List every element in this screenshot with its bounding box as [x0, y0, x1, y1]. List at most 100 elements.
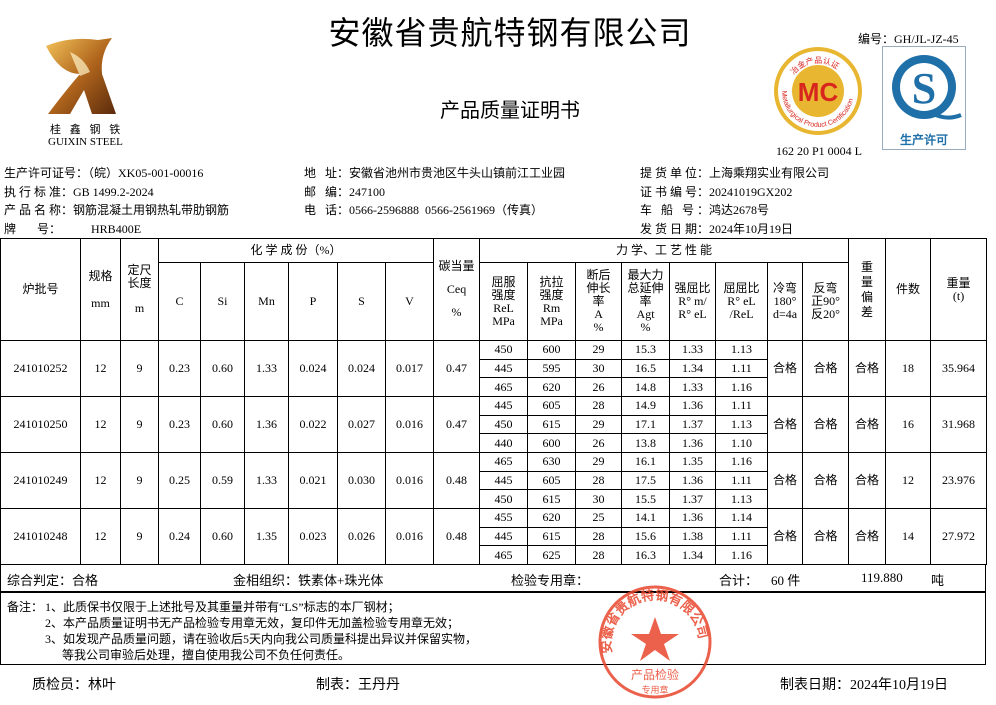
- field-value: HRB400E: [91, 221, 142, 236]
- header-line: 最大力: [627, 268, 664, 282]
- weight-deviation-result: 合格: [848, 340, 887, 397]
- field-value: 安徽省池州市贵池区牛头山镇前江工业园: [349, 166, 566, 180]
- spec: 12: [80, 507, 121, 565]
- mech-value: 615: [527, 526, 577, 547]
- info-right-field: 发 货 日 期：2024年10月19日: [640, 220, 793, 237]
- chem-value: 0.016: [384, 451, 435, 509]
- field-label: 执 行 标 准：: [4, 184, 74, 199]
- mech-value: 600: [527, 340, 577, 360]
- header-weight: 重量 (t): [930, 238, 988, 341]
- mc-letters: MC: [798, 77, 839, 107]
- mech-value: 1.36: [669, 507, 717, 528]
- stamp-label: 检验专用章：: [511, 573, 590, 588]
- mech-value: 26: [575, 433, 623, 453]
- header-line: 抗拉: [539, 274, 564, 289]
- mech-value: 16.3: [621, 545, 671, 565]
- mech-value: 1.11: [715, 358, 769, 379]
- weight-value: 23.976: [930, 451, 988, 509]
- mech-value: 615: [527, 489, 577, 509]
- logo-text-en: GUIXIN STEEL: [48, 136, 123, 148]
- mech-value: 17.5: [621, 470, 671, 491]
- header-unit: m: [134, 301, 145, 315]
- header-line: 率: [592, 294, 605, 308]
- mech-value: 16.5: [621, 358, 671, 379]
- mech-value: 1.16: [715, 545, 769, 565]
- batch-number: 241010252: [0, 340, 81, 397]
- star-icon: [631, 617, 679, 661]
- chem-value: 0.23: [158, 395, 201, 453]
- mech-value: 1.13: [715, 414, 769, 435]
- mech-value: 1.36: [669, 433, 717, 453]
- header-line: 重量: [946, 275, 971, 290]
- logo-text: 桂 鑫 钢 铁: [50, 124, 124, 136]
- piece-count: 14: [885, 507, 932, 565]
- header-line: %: [593, 320, 604, 334]
- header-chem-c: C: [158, 262, 201, 341]
- mech-value: 17.1: [621, 414, 671, 435]
- header-mech-col: 最大力 总延伸率 Agt%: [621, 262, 671, 341]
- table-row: 440 600 26 13.8 1.36 1.10: [1, 433, 987, 453]
- header-line: 强度: [539, 287, 564, 302]
- mech-value: 15.3: [621, 340, 671, 360]
- remark-line: 1、此质保书仅限于上述批号及其重量并带有“LS”标志的本厂钢材；: [45, 600, 400, 614]
- mech-value: 16.1: [621, 451, 671, 472]
- info-mid-field: 电 话：0566-2596888 0566-2561969（传真）: [304, 201, 543, 218]
- header-chemical: 化 学 成 份（%）: [157, 238, 435, 263]
- header-line: 屈服: [491, 274, 516, 289]
- length: 9: [120, 507, 159, 565]
- ceq-value: 0.48: [433, 507, 481, 565]
- header-mech-col: 断后 伸长率 A%: [575, 262, 623, 341]
- mech-value: 455: [479, 507, 529, 528]
- header-line: Rm: [542, 300, 561, 315]
- field-value: GB 1499.2-2024: [73, 184, 154, 199]
- mech-value: 620: [527, 507, 577, 528]
- header-chem-v: V: [384, 262, 435, 341]
- chem-value: 0.023: [288, 507, 338, 565]
- chem-value: 0.030: [337, 451, 386, 509]
- mech-value: 465: [479, 451, 529, 472]
- qs-logo-icon: S: [892, 55, 962, 120]
- chem-value: 0.027: [337, 395, 386, 453]
- field-label: 牌 号：: [4, 221, 62, 236]
- mech-value: 615: [527, 414, 577, 435]
- mech-value: 445: [479, 358, 529, 379]
- mech-value: 630: [527, 451, 577, 472]
- mech-value: 1.16: [715, 377, 769, 397]
- weight-deviation-result: 合格: [848, 507, 887, 565]
- header-line: %: [451, 305, 462, 319]
- chem-value: 0.60: [200, 507, 245, 565]
- chem-value: 0.016: [384, 507, 435, 565]
- header-line: 重量偏差: [861, 259, 874, 319]
- header-line: 正90°: [811, 294, 840, 308]
- mech-value: 28: [575, 395, 623, 416]
- header-chem-p: P: [288, 262, 338, 341]
- field-value: （皖）XK05-001-00016: [88, 166, 204, 180]
- header-mech-col: 强屈比 R° m/R° eL: [669, 262, 717, 341]
- mech-value: 1.11: [715, 470, 769, 491]
- document-code: 编号：GH/JL-JZ-45: [858, 32, 959, 46]
- header-mech-col: 屈屈比 R° eL/ReL: [715, 262, 769, 341]
- mech-value: 445: [479, 526, 529, 547]
- field-label: 产 品 名 称：: [4, 203, 74, 217]
- mech-value: 1.14: [715, 507, 769, 528]
- table-row: 445 615 28 15.6 1.38 1.11: [1, 526, 987, 547]
- info-mid-field: 邮 编：247100: [304, 183, 385, 200]
- mech-value: 30: [575, 358, 623, 379]
- mech-value: 450: [479, 340, 529, 360]
- piece-count: 12: [885, 451, 932, 509]
- mech-value: 1.33: [669, 377, 717, 397]
- field-label: 邮 编：: [304, 184, 350, 199]
- weight-value: 31.968: [930, 395, 988, 453]
- header-line: Ceq: [446, 282, 467, 296]
- mech-value: 1.13: [715, 489, 769, 509]
- chem-value: 0.59: [200, 451, 245, 509]
- rebend-result: 合格: [802, 395, 850, 453]
- mech-value: 13.8: [621, 433, 671, 453]
- remarks-label: 备注：: [7, 600, 44, 614]
- header-line: d=4a: [772, 307, 798, 321]
- batch-number: 241010250: [0, 395, 81, 453]
- remark-line: 3、如发现产品质量问题，请在验收后5天内向我公司质量科提出异议并保留实物，: [45, 632, 478, 646]
- mech-value: 445: [479, 470, 529, 491]
- mech-value: 465: [479, 377, 529, 397]
- header-chem-s: S: [337, 262, 386, 341]
